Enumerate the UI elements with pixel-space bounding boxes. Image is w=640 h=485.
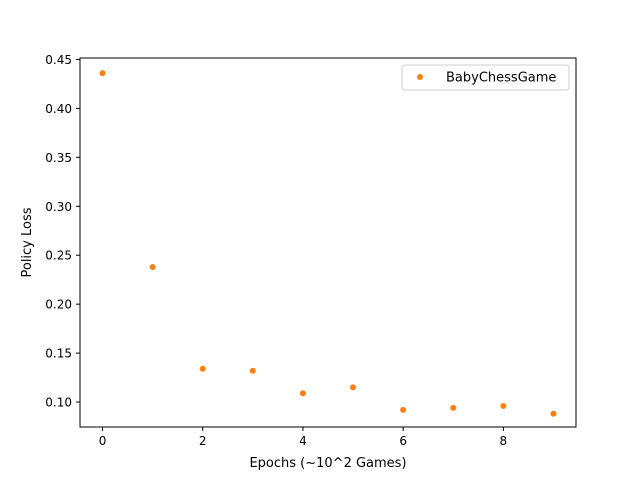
y-tick-label: 0.20 bbox=[45, 298, 72, 312]
y-tick-label: 0.40 bbox=[45, 102, 72, 116]
data-point bbox=[550, 410, 557, 417]
y-tick-label: 0.10 bbox=[45, 396, 72, 410]
data-point bbox=[99, 70, 106, 77]
data-point bbox=[149, 263, 156, 270]
y-tick-label: 0.15 bbox=[45, 347, 72, 361]
plot-area bbox=[80, 58, 576, 427]
y-axis-ticks: 0.10 0.15 0.20 0.25 0.30 0.35 0.40 0.45 bbox=[45, 53, 80, 410]
data-point bbox=[249, 367, 256, 374]
legend: BabyChessGame bbox=[401, 64, 570, 91]
data-point bbox=[199, 365, 206, 372]
scatter-points bbox=[99, 70, 557, 417]
y-tick-label: 0.30 bbox=[45, 200, 72, 214]
data-point bbox=[500, 402, 507, 409]
legend-box bbox=[401, 64, 570, 91]
x-tick-label: 0 bbox=[99, 434, 107, 448]
x-tick-label: 8 bbox=[500, 434, 508, 448]
legend-marker bbox=[417, 74, 423, 80]
data-point bbox=[299, 390, 306, 397]
legend-label: BabyChessGame bbox=[446, 71, 556, 86]
y-tick-label: 0.25 bbox=[45, 249, 72, 263]
data-point bbox=[450, 404, 457, 411]
x-tick-label: 2 bbox=[199, 434, 207, 448]
x-tick-label: 4 bbox=[299, 434, 307, 448]
x-axis-ticks: 0 2 4 6 8 bbox=[99, 427, 507, 448]
y-tick-label: 0.35 bbox=[45, 151, 72, 165]
data-point bbox=[350, 384, 357, 391]
x-tick-label: 6 bbox=[399, 434, 407, 448]
y-axis-label: Policy Loss bbox=[20, 207, 35, 277]
x-axis-label: Epochs (~10^2 Games) bbox=[249, 456, 406, 471]
plot-frame bbox=[79, 57, 577, 428]
data-point bbox=[400, 406, 407, 413]
y-tick-label: 0.45 bbox=[45, 53, 72, 67]
